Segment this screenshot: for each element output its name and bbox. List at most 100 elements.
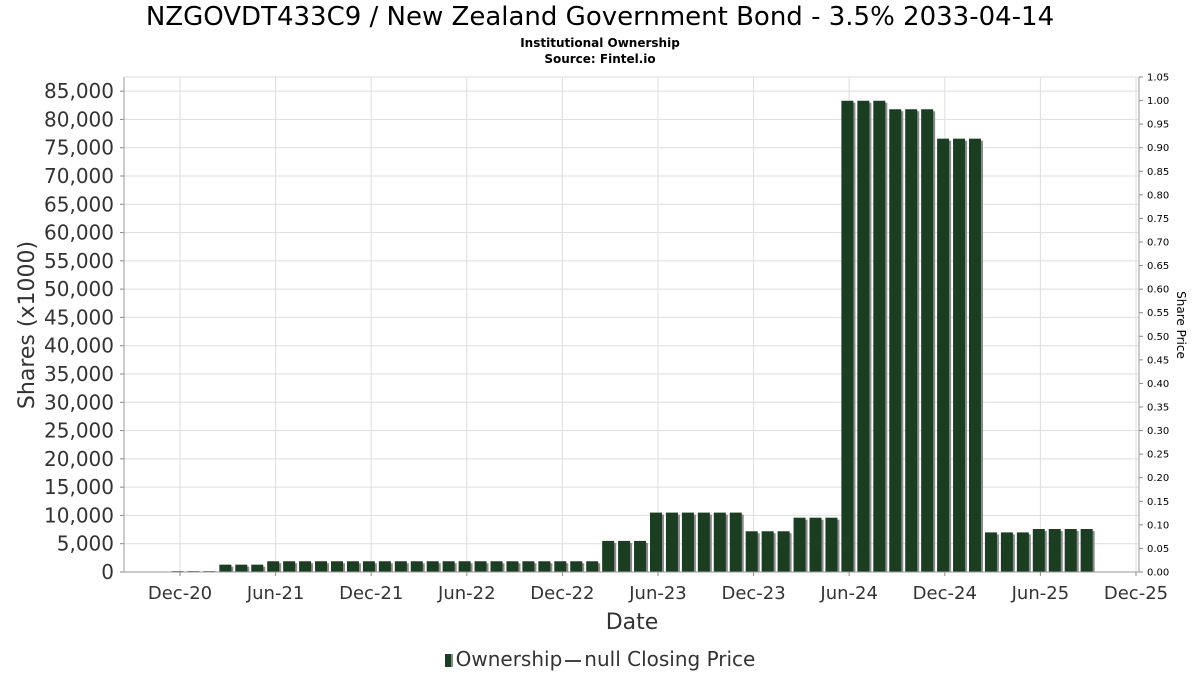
x-tick-label: Jun-25 — [1011, 583, 1070, 604]
y-tick-label: 70,000 — [44, 164, 114, 188]
y-tick-label: 45,000 — [44, 305, 114, 329]
x-tick-label: Dec-21 — [339, 583, 403, 604]
ownership-bar — [474, 561, 487, 572]
bars — [171, 100, 1095, 573]
ownership-bar — [618, 540, 631, 572]
y-tick-label: 85,000 — [44, 79, 114, 103]
ownership-bar — [394, 561, 407, 572]
y-tick-label: 40,000 — [44, 334, 114, 358]
ownership-bar — [570, 561, 583, 572]
ownership-bar — [969, 138, 981, 573]
y-tick-label: 35,000 — [44, 362, 114, 386]
ownership-bar — [586, 561, 599, 572]
ownership-bar — [761, 531, 774, 572]
ownership-bar — [299, 561, 312, 572]
ownership-bar — [1032, 529, 1045, 572]
ownership-bar — [841, 100, 854, 572]
y2-tick-label: 0.85 — [1147, 167, 1169, 178]
ownership-bar — [538, 561, 551, 572]
ownership-bar — [378, 561, 391, 572]
plot-area — [124, 77, 1139, 572]
y2-tick-label: 0.20 — [1147, 473, 1169, 484]
ownership-bar — [458, 561, 471, 572]
ownership-bar — [634, 540, 647, 572]
x-tick-label: Dec-20 — [148, 583, 212, 604]
y2-tick-label: 1.00 — [1147, 96, 1169, 107]
ownership-bar — [267, 561, 280, 572]
ownership-bar — [937, 138, 950, 573]
y2-tick-label: 0.50 — [1147, 332, 1169, 343]
ownership-bar — [650, 512, 662, 572]
legend-closing-price-label: null Closing Price — [584, 647, 756, 671]
ownership-bar — [315, 561, 328, 572]
y-tick-label: 50,000 — [44, 277, 114, 301]
x-axis-label: Date — [606, 610, 659, 635]
ownership-bar — [362, 561, 375, 572]
ownership-bar — [283, 561, 296, 572]
ownership-bar — [219, 564, 232, 572]
chart-subtitle: Institutional Ownership — [520, 36, 680, 50]
ownership-bar — [921, 109, 934, 572]
y2-tick-label: 0.30 — [1147, 426, 1169, 437]
y-tick-label: 30,000 — [44, 390, 114, 414]
ownership-bar — [793, 517, 806, 572]
y2-tick-label: 0.25 — [1147, 450, 1169, 461]
ownership-bar — [490, 561, 503, 572]
ownership-bar — [251, 564, 264, 572]
ownership-bar — [745, 531, 758, 572]
axes: 0 5,000 10,000 15,000 20,000 25,000 30,000 35,0… — [44, 73, 1169, 605]
y-tick-label: 15,000 — [44, 475, 114, 499]
y2-tick-label: 0.05 — [1147, 544, 1169, 555]
y2-tick-label: 0.15 — [1147, 497, 1169, 508]
ownership-bar — [346, 561, 359, 572]
x-tick-label: Jun-24 — [819, 583, 878, 604]
y-tick-label: 80,000 — [44, 107, 114, 131]
ownership-swatch-icon — [444, 654, 453, 667]
y2-tick-label: 0.55 — [1147, 308, 1169, 319]
ownership-bar — [522, 561, 535, 572]
ownership-bar — [426, 561, 439, 572]
x-tick-label: Dec-22 — [530, 583, 594, 604]
ownership-bar — [1000, 532, 1013, 572]
ownership-bar — [602, 540, 615, 572]
x-tick-label: Jun-23 — [628, 583, 687, 604]
y-tick-label: 75,000 — [44, 136, 114, 160]
y-tick-label: 20,000 — [44, 447, 114, 471]
ownership-bar — [984, 532, 997, 572]
y2-tick-label: 0.80 — [1147, 190, 1169, 201]
ownership-bar — [953, 138, 966, 573]
grid — [124, 77, 1139, 573]
ownership-bar — [873, 100, 886, 572]
chart-title: NZGOVDT433C9 / New Zealand Government Bo… — [145, 2, 1055, 32]
y2-tick-label: 0.95 — [1147, 120, 1169, 131]
ownership-bar — [905, 109, 918, 572]
ownership-bar — [697, 512, 710, 572]
y2-tick-label: 0.45 — [1147, 355, 1169, 366]
y2-tick-label: 0.90 — [1147, 143, 1169, 154]
x-tick-label: Jun-22 — [437, 583, 496, 604]
y2-tick-label: 0.60 — [1147, 285, 1169, 296]
ownership-bar — [1080, 529, 1093, 572]
chart-source: Source: Fintel.io — [544, 52, 656, 66]
ownership-bar — [857, 100, 870, 572]
ownership-bar — [665, 512, 678, 572]
x-tick-label: Jun-21 — [246, 583, 305, 604]
ownership-bar — [889, 109, 902, 572]
legend-ownership-label: Ownership — [455, 647, 563, 671]
y2-axis-label: Share Price — [1174, 291, 1188, 359]
x-tick-label: Dec-24 — [913, 583, 977, 604]
y-tick-label: 60,000 — [44, 221, 114, 245]
x-tick-label: Dec-25 — [1104, 583, 1168, 604]
ownership-bar — [442, 561, 455, 572]
ownership-bar — [1016, 532, 1029, 572]
ownership-bar — [331, 561, 343, 572]
y2-tick-label: 0.70 — [1147, 238, 1169, 249]
ownership-bar — [1064, 529, 1077, 572]
y2-tick-label: 0.00 — [1147, 568, 1169, 579]
y2-tick-label: 0.75 — [1147, 214, 1169, 225]
closing-price-line-icon — [565, 659, 582, 662]
y2-tick-label: 0.35 — [1147, 403, 1169, 414]
y-tick-label: 55,000 — [44, 249, 114, 273]
ownership-bar — [235, 564, 248, 572]
